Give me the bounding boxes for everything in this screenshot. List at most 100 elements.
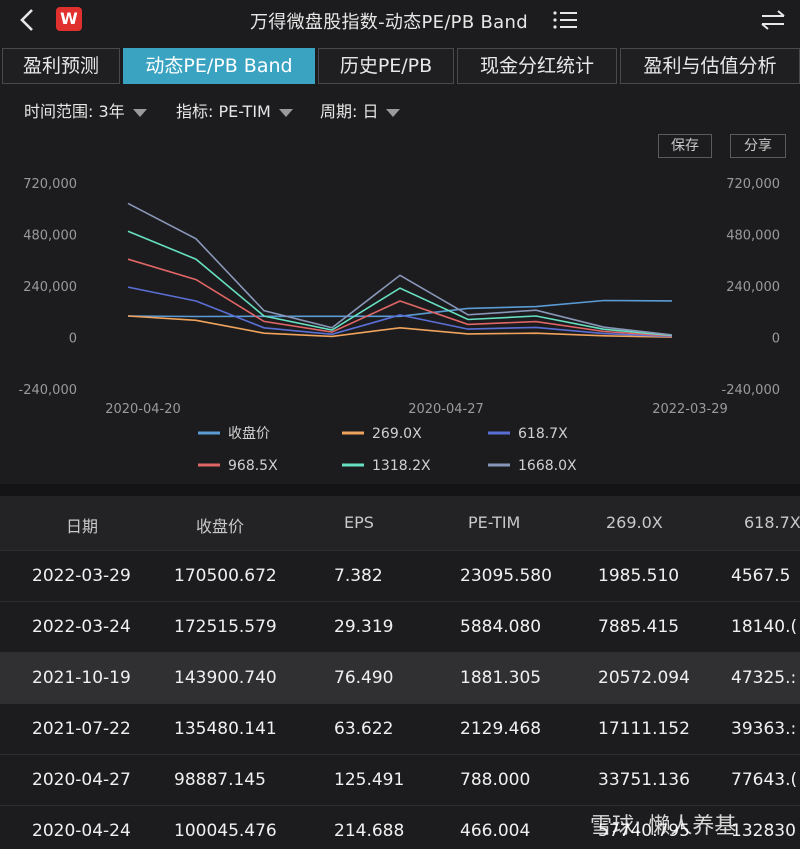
y-tick-label-left: 240,000 xyxy=(23,280,77,295)
tab-earnings-valuation-analysis[interactable]: 盈利与估值分析 xyxy=(620,48,800,84)
x-tick-label: 2020-04-27 xyxy=(408,402,484,417)
table-cell: 7885.415 xyxy=(598,617,680,637)
series-line xyxy=(127,286,673,338)
header-close-price: 收盘价 xyxy=(196,517,245,536)
y-tick-label-right: 0 xyxy=(772,332,780,347)
table-cell: 47325.: xyxy=(731,668,797,688)
y-tick-label-left: -240,000 xyxy=(19,383,77,398)
indicator-select[interactable]: 指标: PE-TIM xyxy=(176,98,293,122)
table-cell: 2129.468 xyxy=(460,719,542,739)
table-row[interactable]: 2022-03-29 170500.672 7.382 23095.580 1985.5… xyxy=(0,550,800,602)
table-cell: 466.004 xyxy=(460,821,531,841)
table-cell: 5884.080 xyxy=(460,617,542,637)
section-divider xyxy=(0,484,800,496)
legend-label: 收盘价 xyxy=(228,425,270,442)
table-cell: 1985.510 xyxy=(598,566,680,586)
table-header: 日期 收盘价 EPS PE-TIM 269.0X 618.7X xyxy=(0,496,800,550)
y-tick-label-right: -240,000 xyxy=(722,383,780,398)
header-eps: EPS xyxy=(344,513,374,532)
app-header: W 万得微盘股指数-动态PE/PB Band xyxy=(0,0,800,40)
tab-dynamic-pe-pb-band[interactable]: 动态PE/PB Band xyxy=(123,48,315,84)
table-cell: 2021-07-22 xyxy=(32,719,131,739)
back-arrow-icon[interactable] xyxy=(14,6,42,34)
legend-label: 269.0X xyxy=(372,426,422,442)
table-cell: 2020-04-24 xyxy=(32,821,131,841)
series-line xyxy=(127,315,673,338)
legend-label: 1318.2X xyxy=(372,458,431,474)
list-menu-icon[interactable] xyxy=(552,10,578,30)
table-cell: 33751.136 xyxy=(598,770,690,790)
legend-label: 968.5X xyxy=(228,458,278,474)
series-line xyxy=(127,230,673,337)
header-date: 日期 xyxy=(66,517,99,536)
table-cell: 39363.: xyxy=(731,719,797,739)
table-cell: 125.491 xyxy=(334,770,405,790)
period-value: 周期: 日 xyxy=(320,102,379,121)
legend-label: 618.7X xyxy=(518,426,568,442)
wind-logo-icon: W xyxy=(56,7,82,31)
table-cell: 57740.795 xyxy=(598,821,690,841)
table-cell: 2022-03-29 xyxy=(32,566,131,586)
table-row[interactable]: 2021-10-19 143900.740 76.490 1881.305 20572.… xyxy=(0,652,800,704)
table-cell: 23095.580 xyxy=(460,566,552,586)
caret-down-icon xyxy=(386,108,401,117)
y-tick-label-left: 480,000 xyxy=(23,229,77,244)
table-cell: 17111.152 xyxy=(598,719,690,739)
y-tick-label-right: 240,000 xyxy=(726,280,780,295)
table-row[interactable]: 2020-04-27 98887.145 125.491 788.000 33751.1… xyxy=(0,754,800,806)
y-tick-label-right: 720,000 xyxy=(726,177,780,192)
time-range-select[interactable]: 时间范围: 3年 xyxy=(24,98,147,122)
tab-historical-pe-pb[interactable]: 历史PE/PB xyxy=(318,48,454,84)
table-cell: 7.382 xyxy=(334,566,383,586)
table-cell: 4567.5 xyxy=(731,566,791,586)
legend-label: 1668.0X xyxy=(518,458,577,474)
tab-cash-dividend-stats[interactable]: 现金分红统计 xyxy=(457,48,617,84)
table-row[interactable]: 2020-04-24 100045.476 214.688 466.004 57740.… xyxy=(0,805,800,849)
share-button[interactable]: 分享 xyxy=(730,134,786,158)
table-cell: 63.622 xyxy=(334,719,394,739)
swap-arrows-icon[interactable] xyxy=(760,9,786,31)
pe-band-chart: 720,000 720,000 480,000 480,000 240,000 240,0… xyxy=(19,177,780,474)
header-269x: 269.0X xyxy=(606,513,663,532)
table-cell: 98887.145 xyxy=(174,770,266,790)
table-cell: 20572.094 xyxy=(598,668,690,688)
tab-earnings-forecast[interactable]: 盈利预测 xyxy=(2,48,120,84)
y-tick-label-left: 720,000 xyxy=(23,177,77,192)
y-tick-label-right: 480,000 xyxy=(726,229,780,244)
table-cell: 18140.( xyxy=(731,617,798,637)
table-cell: 77643.( xyxy=(731,770,798,790)
table-cell: 2020-04-27 xyxy=(32,770,131,790)
header-618x: 618.7X xyxy=(744,513,800,532)
caret-down-icon xyxy=(132,108,147,117)
page-title: 万得微盘股指数-动态PE/PB Band xyxy=(250,12,528,33)
x-tick-label: 2020-04-20 xyxy=(105,402,181,417)
tab-bar: 盈利预测 动态PE/PB Band 历史PE/PB 现金分红统计 盈利与估值分析 xyxy=(0,48,800,86)
indicator-value: 指标: PE-TIM xyxy=(176,102,271,121)
x-tick-label: 2022-03-29 xyxy=(652,402,728,417)
header-pe-tim: PE-TIM xyxy=(468,513,521,532)
table-cell: 170500.672 xyxy=(174,566,277,586)
table-cell: 2022-03-24 xyxy=(32,617,131,637)
series-line xyxy=(127,299,673,318)
watermark-text: 雪球: 懒人养基 xyxy=(590,814,737,839)
table-cell: 788.000 xyxy=(460,770,531,790)
y-tick-label-left: 0 xyxy=(69,332,77,347)
table-cell: 2021-10-19 xyxy=(32,668,131,688)
series-line xyxy=(127,202,673,336)
save-button[interactable]: 保存 xyxy=(658,134,712,158)
time-range-value: 时间范围: 3年 xyxy=(24,102,125,121)
caret-down-icon xyxy=(278,108,293,117)
table-cell: 76.490 xyxy=(334,668,394,688)
table-row[interactable]: 2022-03-24 172515.579 29.319 5884.080 7885.4… xyxy=(0,601,800,653)
table-cell: 135480.141 xyxy=(174,719,277,739)
table-cell: 1881.305 xyxy=(460,668,542,688)
table-row[interactable]: 2021-07-22 135480.141 63.622 2129.468 17111.… xyxy=(0,703,800,755)
data-table: 日期 收盘价 EPS PE-TIM 269.0X 618.7X 2022-03-… xyxy=(0,496,800,849)
table-cell: 100045.476 xyxy=(174,821,277,841)
period-select[interactable]: 周期: 日 xyxy=(320,98,401,122)
table-cell: 29.319 xyxy=(334,617,394,637)
table-cell: 214.688 xyxy=(334,821,405,841)
table-cell: 143900.740 xyxy=(174,668,277,688)
table-cell: 132830 xyxy=(731,821,796,841)
table-cell: 172515.579 xyxy=(174,617,277,637)
